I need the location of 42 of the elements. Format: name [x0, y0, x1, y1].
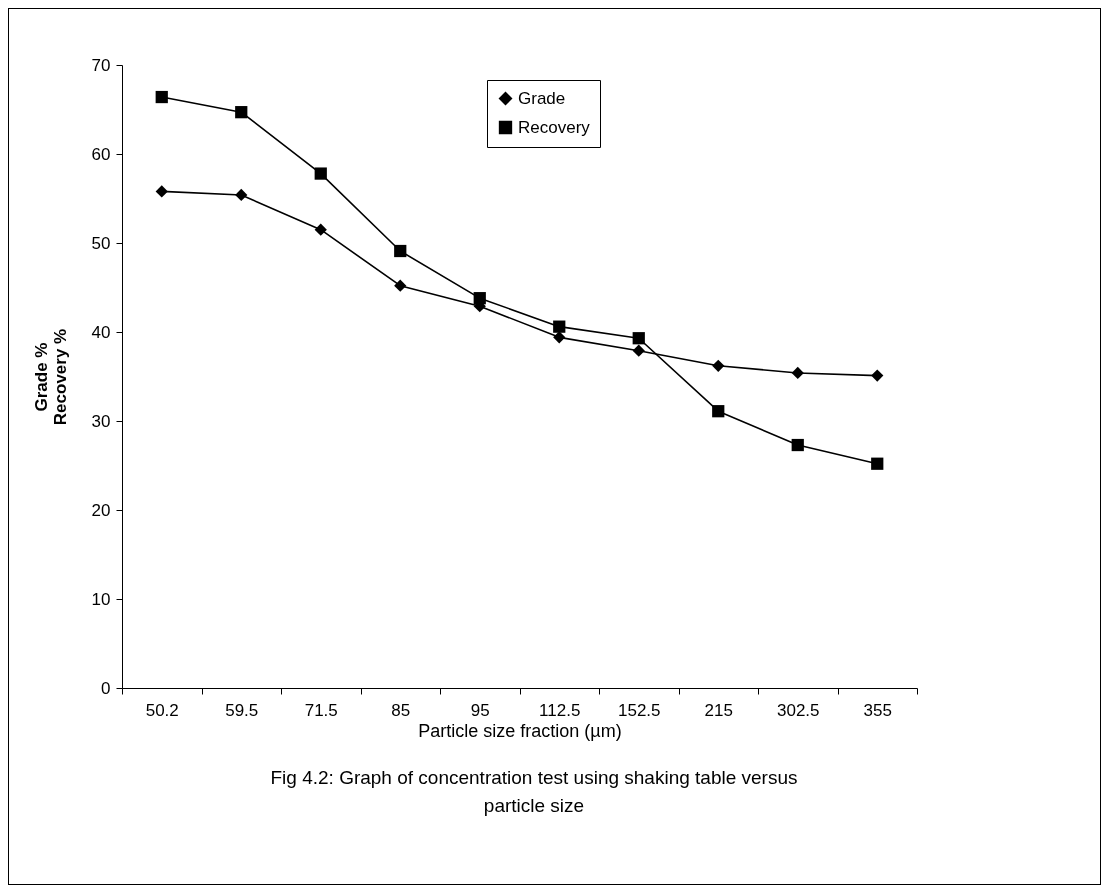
point	[235, 106, 248, 119]
point	[553, 320, 566, 333]
point	[314, 167, 327, 180]
y-tick-label: 60	[91, 144, 111, 164]
x-tick-label: 355	[863, 700, 892, 720]
point	[314, 223, 327, 236]
point	[235, 188, 248, 202]
x-tick-label: 71.5	[304, 700, 338, 720]
point	[791, 438, 804, 452]
x-tick-label: 215	[704, 700, 733, 720]
x-tick-label: 112.5	[539, 700, 581, 720]
legend-label: Recovery	[518, 117, 591, 137]
y-axis-title: Grade % Recovery %	[31, 328, 70, 426]
point	[473, 292, 486, 305]
legend-label: Grade	[518, 88, 566, 108]
point	[632, 332, 645, 345]
x-tick-label: 152.5	[617, 700, 661, 720]
y-tick-label: 10	[91, 589, 111, 609]
point	[394, 244, 407, 258]
point	[394, 279, 407, 292]
caption: Fig 4.2: Graph of concentration test using shaking table versus particle size	[269, 766, 799, 818]
point	[155, 185, 168, 198]
x-tick-label: 85	[391, 700, 411, 720]
y-tick-label: 0	[101, 678, 111, 698]
point	[155, 90, 168, 104]
y-tick-label: 30	[91, 411, 111, 431]
x-axis-title: Particle size fraction (µm)	[418, 720, 622, 741]
point	[712, 359, 725, 372]
y-tick-label: 70	[91, 55, 111, 75]
x-tick-label: 59.5	[225, 700, 259, 720]
x-tick-label: 95	[470, 700, 490, 720]
y-tick-label: 50	[91, 233, 111, 253]
point	[712, 405, 725, 418]
point	[871, 369, 884, 382]
point	[791, 366, 804, 380]
y-tick-label: 40	[91, 322, 111, 342]
point	[553, 331, 566, 344]
x-tick-label: 302.5	[776, 700, 820, 720]
y-tick-label: 20	[91, 500, 111, 520]
point	[632, 344, 645, 357]
x-tick-label: 50.2	[145, 700, 179, 720]
point	[871, 457, 884, 470]
